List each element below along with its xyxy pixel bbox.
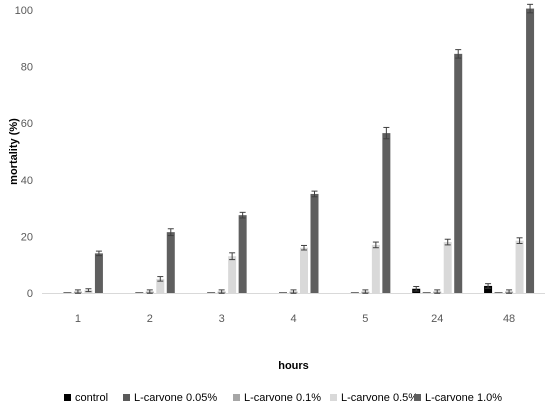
bar (207, 292, 216, 293)
bar (422, 292, 431, 293)
bar (300, 247, 308, 293)
bar (382, 133, 391, 293)
bar (94, 253, 103, 293)
legend-label: L-carvone 0.1% (244, 392, 321, 404)
legend-swatch (123, 394, 130, 401)
legend-swatch (414, 394, 421, 401)
y-tick-label: 60 (21, 118, 33, 130)
legend-swatch (330, 394, 337, 401)
x-tick-label: 3 (219, 313, 225, 325)
y-tick-label: 20 (21, 231, 33, 243)
x-tick-label: 2 (147, 313, 153, 325)
bar (515, 240, 524, 293)
legend-label: control (75, 392, 108, 404)
bar (279, 292, 287, 293)
bar (135, 292, 144, 293)
bar (443, 242, 452, 293)
x-tick-label: 5 (362, 313, 368, 325)
bar (228, 256, 237, 293)
bar (526, 8, 535, 294)
chart-legend: control L-carvone 0.05% L-carvone 0.1% L-ca… (64, 392, 502, 404)
legend-label: L-carvone 0.5% (341, 392, 418, 404)
bar (63, 292, 72, 293)
bar (238, 215, 247, 293)
chart-labels: 0 20 40 60 80 100 1 2 3 4 5 24 48 mortality (%) hours (8, 5, 515, 372)
y-axis-title: mortality (%) (8, 118, 20, 185)
legend-label: L-carvone 0.05% (134, 392, 217, 404)
legend-swatch (233, 394, 240, 401)
bar (371, 244, 380, 293)
chart-error-bars (74, 3, 534, 294)
x-tick-label: 1 (75, 313, 81, 325)
legend-swatch (64, 394, 71, 401)
legend-label: L-carvone 1.0% (425, 392, 502, 404)
bar (484, 285, 493, 293)
x-tick-label: 24 (431, 313, 443, 325)
bar (156, 278, 165, 293)
y-tick-label: 100 (15, 5, 33, 17)
bar (310, 193, 319, 293)
bar (454, 53, 463, 293)
y-tick-label: 0 (27, 288, 33, 300)
x-tick-label: 48 (503, 313, 515, 325)
y-tick-label: 80 (21, 62, 33, 74)
bar (166, 232, 175, 293)
bar (494, 292, 503, 293)
chart-bars (63, 8, 535, 294)
x-axis-title: hours (278, 360, 309, 372)
bar (350, 292, 359, 293)
x-tick-label: 4 (290, 313, 296, 325)
y-tick-label: 40 (21, 175, 33, 187)
